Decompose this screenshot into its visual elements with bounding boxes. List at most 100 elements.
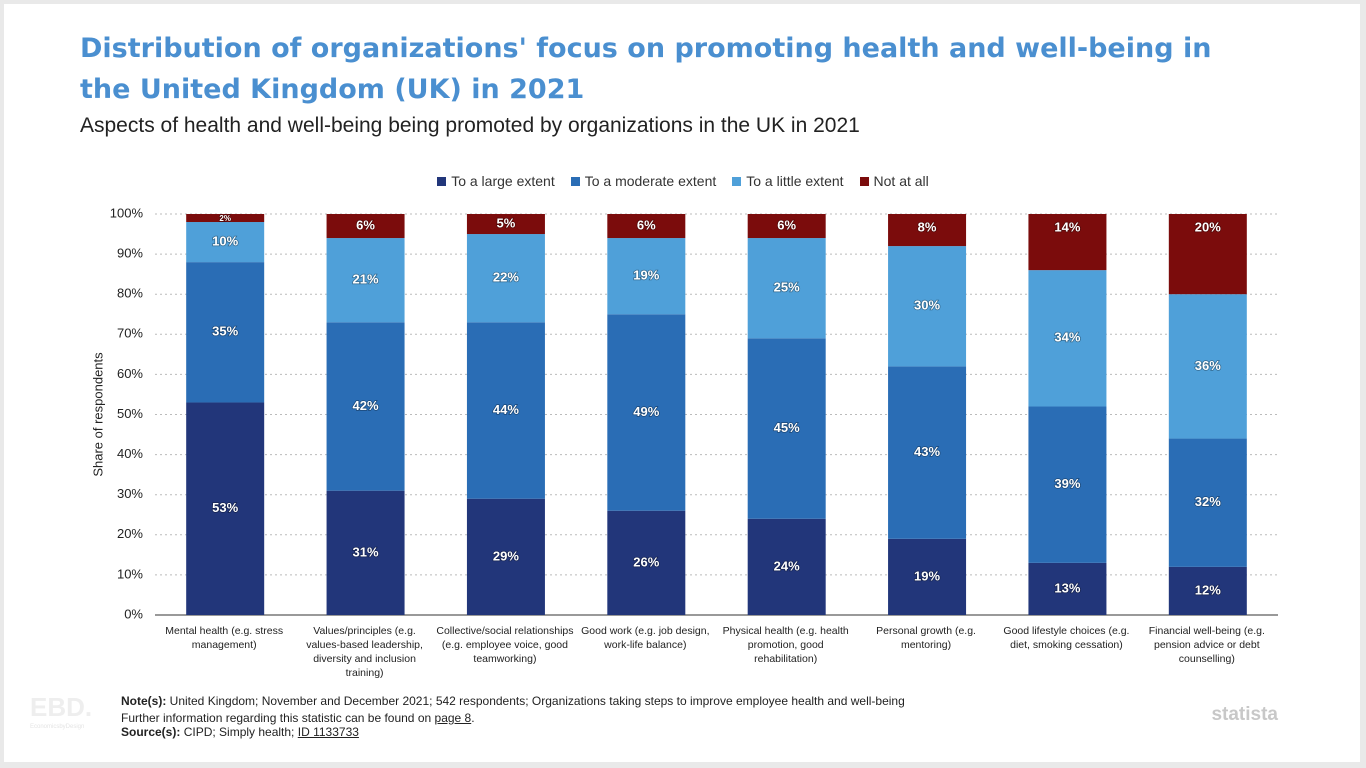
y-tick-label: 50% — [117, 406, 143, 421]
legend: To a large extent To a moderate extent To … — [0, 173, 1366, 189]
logo: statista — [1211, 704, 1278, 725]
y-tick-label: 70% — [117, 326, 143, 341]
legend-item: To a moderate extent — [570, 173, 717, 189]
bar-segment — [888, 366, 967, 539]
y-tick-label: 0% — [124, 606, 143, 621]
y-tick-label: 40% — [117, 446, 143, 461]
data-label: 20% — [1195, 219, 1221, 234]
y-tick-label: 30% — [117, 486, 143, 501]
data-label: 2% — [219, 214, 231, 223]
bar-segment — [1168, 438, 1247, 567]
y-axis-label: Share of respondents — [90, 352, 105, 477]
bar-segment — [466, 214, 545, 235]
notes-text: United Kingdom; November and December 20… — [169, 694, 905, 708]
x-tick-label: Collective/social relationships (e.g. em… — [436, 625, 574, 665]
bar-segment — [888, 214, 967, 247]
data-label: 26% — [633, 554, 659, 569]
data-label: 30% — [914, 298, 940, 313]
data-label: 29% — [493, 548, 519, 563]
data-label: 6% — [777, 217, 796, 232]
bar-segment — [186, 402, 265, 615]
x-tick-label: Mental health (e.g. stress management) — [165, 625, 284, 651]
data-label: 45% — [774, 420, 800, 435]
legend-item: To a large extent — [437, 173, 555, 189]
bar-segment — [1028, 270, 1107, 407]
data-label: 6% — [637, 217, 656, 232]
bar-segment — [186, 222, 265, 263]
x-tick-label: Good work (e.g. job design, work-life ba… — [581, 625, 710, 651]
data-label: 19% — [914, 568, 940, 583]
bar-segment — [1168, 566, 1247, 615]
data-label: 36% — [1195, 358, 1221, 373]
x-tick-label: Good lifestyle choices (e.g. diet, smoki… — [1003, 625, 1130, 651]
legend-swatch — [437, 176, 447, 186]
legend-item: Not at all — [859, 173, 929, 189]
data-label: 53% — [212, 500, 238, 515]
bar-segment — [607, 314, 686, 511]
bar-segment — [466, 322, 545, 499]
bar-segment — [607, 214, 686, 239]
data-label: 35% — [212, 324, 238, 339]
legend-swatch — [859, 176, 869, 186]
bar-segment — [747, 338, 826, 519]
data-label: 31% — [353, 544, 379, 559]
legend-swatch — [732, 176, 742, 186]
y-tick-label: 60% — [117, 366, 143, 381]
sources: Source(s): CIPD; Simply health; ID 11337… — [121, 725, 359, 739]
x-tick-label: Financial well-being (e.g. pension advic… — [1148, 625, 1265, 665]
data-label: 34% — [1054, 330, 1080, 345]
bar-segment — [326, 490, 405, 615]
data-label: 6% — [356, 217, 375, 232]
data-label: 8% — [918, 219, 937, 234]
data-label: 32% — [1195, 494, 1221, 509]
legend-item: To a little extent — [732, 173, 844, 189]
bar-segment — [747, 214, 826, 239]
x-tick-label: Personal growth (e.g. mentoring) — [876, 625, 976, 651]
y-tick-label: 80% — [117, 286, 143, 301]
sources-text: CIPD; Simply health; — [183, 725, 295, 739]
bar-segment — [1168, 294, 1247, 439]
y-tick-label: 10% — [117, 566, 143, 581]
further-text: Further information regarding this stati… — [121, 711, 432, 725]
bar-segment — [607, 510, 686, 615]
data-label: 19% — [633, 268, 659, 283]
data-label: 5% — [497, 215, 516, 230]
bar-segment — [888, 246, 967, 367]
bar-segment — [1168, 214, 1247, 295]
bar-segment — [747, 518, 826, 615]
sources-label: Source(s): — [121, 725, 181, 739]
data-label: 13% — [1054, 580, 1080, 595]
bar-segment — [1028, 214, 1107, 271]
bar-segment — [466, 498, 545, 615]
data-label: 21% — [353, 272, 379, 287]
sources-link[interactable]: ID 1133733 — [297, 725, 359, 739]
bar-segment — [186, 214, 265, 223]
legend-label: To a moderate extent — [584, 173, 717, 189]
legend-label: To a little extent — [746, 173, 844, 189]
data-label: 42% — [353, 398, 379, 413]
data-label: 39% — [1054, 476, 1080, 491]
data-label: 10% — [212, 234, 238, 249]
x-tick-label: Values/principles (e.g. values-based lea… — [306, 625, 423, 679]
bar-segment — [466, 234, 545, 323]
legend-label: To a large extent — [451, 173, 555, 189]
watermark-sub: EconomicsbyDesign — [30, 724, 85, 730]
further-link[interactable]: page 8 — [434, 711, 472, 725]
bar-segment — [607, 238, 686, 315]
watermark: EBD. — [30, 692, 93, 722]
bar-segment — [326, 322, 405, 491]
data-label: 44% — [493, 402, 519, 417]
data-label: 43% — [914, 444, 940, 459]
chart-title: Distribution of organizations' focus on … — [80, 33, 1212, 105]
bar-segment — [326, 214, 405, 239]
y-tick-label: 100% — [110, 205, 144, 220]
legend-swatch — [570, 176, 580, 186]
y-tick-label: 90% — [117, 246, 143, 261]
notes: Note(s): United Kingdom; November and De… — [121, 694, 905, 708]
data-label: 49% — [633, 404, 659, 419]
bar-segment — [186, 262, 265, 403]
data-label: 14% — [1054, 219, 1080, 234]
further-suffix: . — [471, 711, 475, 725]
data-label: 12% — [1195, 582, 1221, 597]
